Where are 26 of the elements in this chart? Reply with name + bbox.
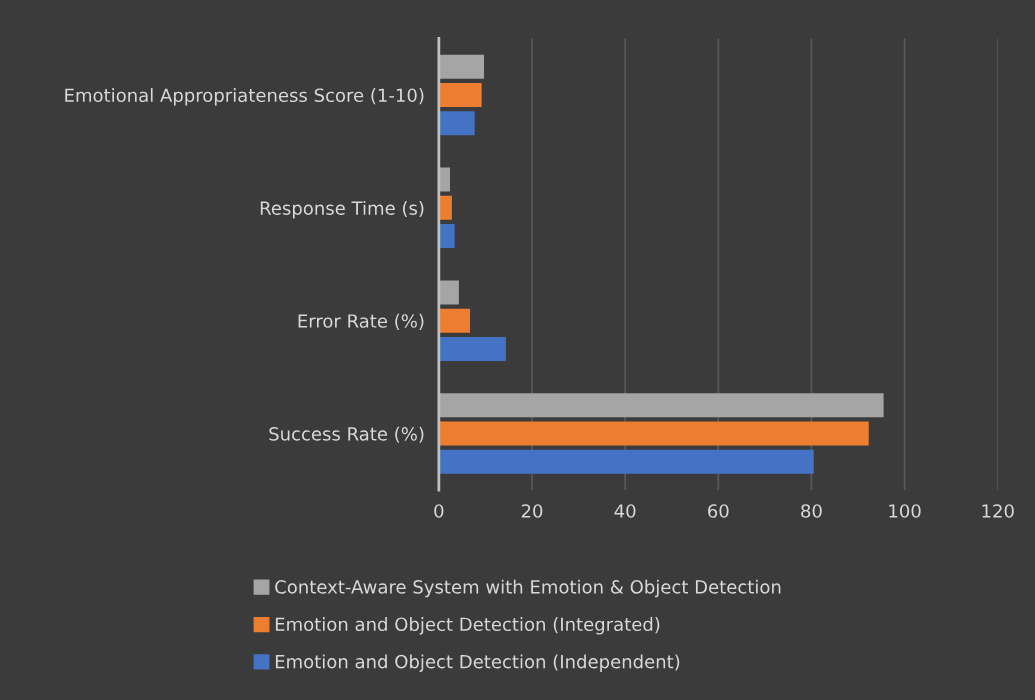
legend-label: Emotion and Object Detection (Independent)	[275, 654, 680, 672]
x-tick-label: 0	[434, 504, 444, 518]
bar	[438, 54, 485, 79]
x-tick-label: 20	[521, 504, 543, 518]
legend-label: Emotion and Object Detection (Integrated)	[275, 617, 660, 635]
bar	[438, 224, 455, 249]
bar	[438, 280, 459, 305]
bar	[438, 167, 451, 192]
bar	[438, 449, 814, 474]
bar	[438, 393, 884, 418]
legend-label: Context-Aware System with Emotion & Object Detection	[275, 579, 781, 598]
x-tick-label: 80	[801, 504, 822, 518]
bar	[438, 111, 475, 136]
y-tick-label: Response Time (s)	[260, 200, 424, 219]
y-tick-label: Success Rate (%)	[269, 426, 424, 443]
bar	[438, 336, 506, 361]
bar	[438, 195, 452, 220]
x-tick-label: 120	[982, 504, 1014, 518]
bar	[438, 308, 471, 333]
y-tick-label: Error Rate (%)	[298, 313, 424, 330]
x-tick-label: 40	[614, 504, 636, 518]
y-tick-label: Emotional Appropriateness Score (1-10)	[65, 88, 424, 106]
x-tick-label: 60	[708, 504, 729, 518]
bar	[438, 421, 869, 446]
bar	[438, 82, 482, 107]
x-tick-label: 100	[889, 504, 921, 518]
